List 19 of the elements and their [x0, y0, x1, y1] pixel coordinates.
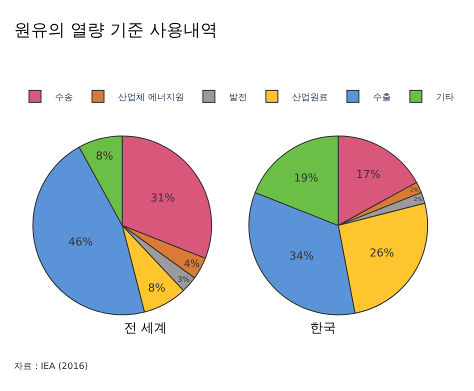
data-label: 8% — [148, 282, 166, 295]
data-label: 26% — [370, 246, 394, 260]
data-label: 4% — [184, 258, 200, 270]
data-label: 19% — [294, 172, 318, 185]
legend-label: 기타 — [436, 92, 454, 103]
legend-label: 수출 — [372, 92, 391, 103]
data-label: 17% — [356, 168, 381, 181]
legend-label: 수송 — [55, 92, 73, 103]
data-label: 8% — [96, 150, 114, 163]
chart-title: 원유의 열량 기준 사용내역 — [14, 20, 218, 40]
legend-label: 산업원료 — [292, 92, 328, 103]
text: 자료 : IEA (2016) — [14, 362, 88, 372]
data-label: 46% — [68, 235, 93, 248]
slice-label: 전 세계 — [124, 321, 168, 336]
legend-label: 산업체 에너지원 — [118, 92, 184, 103]
legend-label: 발전 — [228, 92, 247, 103]
slice-label: 한국 — [310, 321, 336, 336]
data-label: 34% — [289, 249, 314, 262]
data-label: 31% — [150, 191, 175, 204]
